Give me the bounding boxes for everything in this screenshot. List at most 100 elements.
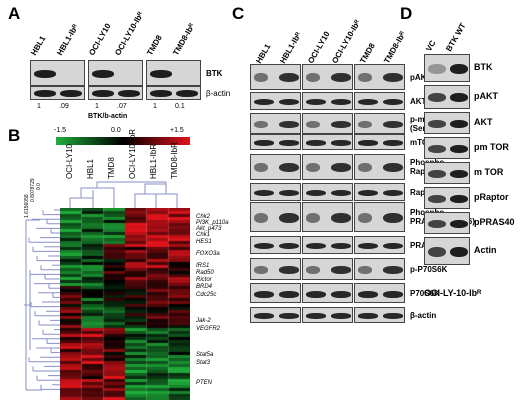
heatmap-column-label: OCI-LY10-IbR — [128, 128, 137, 179]
panel-a-actin-blot-right — [146, 86, 201, 100]
heatmap-gene-label: Chk1 — [196, 232, 211, 238]
heatmap-grid — [60, 208, 190, 400]
panel-a-column-label: TMD8 — [145, 33, 164, 57]
panel-c-blot-strip — [302, 92, 353, 110]
panel-c-blot-strip — [354, 283, 405, 303]
panel-a-column-label: OCI-LY10-Ibᴿ — [113, 10, 146, 57]
heatmap-gene-label: VEGFR2 — [196, 326, 221, 332]
panel-c-blot-strip — [250, 113, 301, 134]
panel-a-btk-blot-right — [146, 60, 201, 86]
heatmap-gene-label: HES1 — [196, 239, 212, 245]
panel-c-blot-strip — [250, 92, 301, 110]
heatmap-gene-label: Chk2 — [196, 214, 211, 220]
panel-c-column-label: TMD8-Ibᴿ — [382, 29, 408, 65]
panel-b-letter: B — [8, 126, 21, 145]
panel-a-ratio-value: .09 — [59, 103, 69, 110]
dendrogram-tick: 0.8078729 — [30, 178, 36, 202]
panel-c-column-label: OCI-LY10-Ibᴿ — [330, 18, 363, 65]
panel-c-blot-strip — [354, 307, 405, 323]
panel-c-blot-strip — [302, 183, 353, 201]
panel-d-blot-label: Actin — [474, 245, 497, 255]
heatmap-gene-label: Stat3 — [196, 360, 211, 366]
panel-a-btk-blot-left — [30, 60, 85, 86]
panel-c-blot-label: β-actin — [410, 311, 437, 320]
color-scale-bar — [56, 137, 190, 145]
panel-d-column-label: BTK WT — [444, 21, 468, 53]
heatmap-column-label: HBL1 — [86, 158, 95, 179]
panel-d-blot-strip — [424, 85, 470, 109]
heatmap-gene-label: FOXO3a — [196, 251, 220, 257]
panel-c-blot-strip — [250, 154, 301, 180]
panel-c-blot-strip — [354, 134, 405, 150]
panel-a-column-label: HBL1 — [29, 34, 48, 57]
panel-a-ratio-value: .07 — [117, 103, 127, 110]
panel-d-blot-strip — [424, 237, 470, 265]
panel-a-column-label: OCI-LY10 — [87, 21, 113, 57]
panel-c-blot-strip — [302, 113, 353, 134]
heatmap-gene-label: Rictor — [196, 277, 212, 283]
panel-c-blot-strip — [354, 202, 405, 232]
heatmap-gene-label: PTEN — [196, 380, 213, 386]
panel-a-ratio-value: 1 — [37, 103, 41, 110]
panel-c-blot-strip — [250, 236, 301, 254]
panel-d-blot-label: AKT — [474, 117, 493, 127]
panel-d-blot-label: m TOR — [474, 167, 504, 177]
panel-d-blot-label: pRaptor — [474, 192, 509, 202]
panel-d-blot-strip — [424, 54, 470, 82]
panel-a-ratio-value: 1 — [153, 103, 157, 110]
panel-c-blot-strip — [354, 92, 405, 110]
panel-d-blot-label: pAKT — [474, 91, 498, 101]
panel-a-column-label: HBL1-Ibᴿ — [55, 22, 81, 58]
panel-c-blot-strip — [302, 202, 353, 232]
panel-c-blot-strip — [302, 64, 353, 90]
panel-a-letter: A — [8, 4, 21, 23]
panel-c-blot-strip — [354, 64, 405, 90]
panel-c-column-label: HBL1-Ibᴿ — [278, 30, 304, 66]
panel-c-blot-strip — [354, 154, 405, 180]
heatmap-gene-label: Akt_p473 — [196, 226, 222, 232]
heatmap-gene-label: Jak-2 — [196, 318, 211, 324]
heatmap-gene-label: Rad50 — [196, 270, 214, 276]
panel-c-blot-strip — [250, 283, 301, 303]
panel-a-ratio-label: BTK/b-actin — [88, 113, 128, 120]
panel-d-letter: D — [400, 4, 413, 23]
panel-c-column-label: OCI-LY10 — [306, 29, 332, 65]
panel-c-blot-strip — [302, 134, 353, 150]
panel-c-blot-strip — [250, 183, 301, 201]
panel-c-blot-strip — [250, 64, 301, 90]
panel-d-blot-strip — [424, 112, 470, 134]
heatmap-gene-label: PI3K_p110a — [196, 220, 229, 226]
heatmap-row-dendrogram — [24, 209, 60, 391]
panel-c-letter: C — [232, 4, 245, 23]
heatmap-gene-label: Stat5a — [196, 352, 214, 358]
heatmap-gene-label: BRD4 — [196, 284, 213, 290]
panel-c-blot-strip — [302, 283, 353, 303]
heatmap-column-label: HBL1-IbR — [149, 143, 158, 179]
panel-c-blot-label: mTOR — [410, 138, 434, 147]
panel-d-blot-label: pm TOR — [474, 142, 509, 152]
color-scale-mid: 0.0 — [111, 127, 121, 134]
panel-c-blot-strip — [302, 258, 353, 280]
panel-a-column-label: TMD8-Ibᴿ — [171, 21, 197, 57]
panel-c-blot-strip — [302, 236, 353, 254]
panel-a-actin-blot-mid — [88, 86, 143, 100]
panel-a-btk-blot-mid — [88, 60, 143, 86]
panel-c-blot-strip — [354, 236, 405, 254]
panel-a-ratio-value: 1 — [95, 103, 99, 110]
heatmap-column-label: TMD8-IbR — [170, 142, 179, 179]
panel-c-blot-label: p-P70S6K — [410, 265, 448, 274]
heatmap-column-dendrogram — [69, 181, 178, 208]
panel-d-blot-label: BTK — [474, 62, 493, 72]
panel-c-blot-strip — [354, 183, 405, 201]
heatmap-column-label: OCI-LY10 — [65, 144, 74, 179]
color-scale-min: -1.5 — [54, 127, 67, 134]
panel-c-blot-label: P70S6K — [410, 289, 440, 298]
panel-c-blot-label: Raptor — [410, 188, 436, 197]
panel-c-blot-label: AKT — [410, 97, 427, 106]
panel-c-blot-strip — [250, 202, 301, 232]
panel-c-blot-strip — [354, 113, 405, 134]
panel-a-btk-label: BTK — [206, 69, 223, 78]
panel-a-ratio-value: 0.1 — [175, 103, 185, 110]
panel-c-blot-strip — [302, 154, 353, 180]
